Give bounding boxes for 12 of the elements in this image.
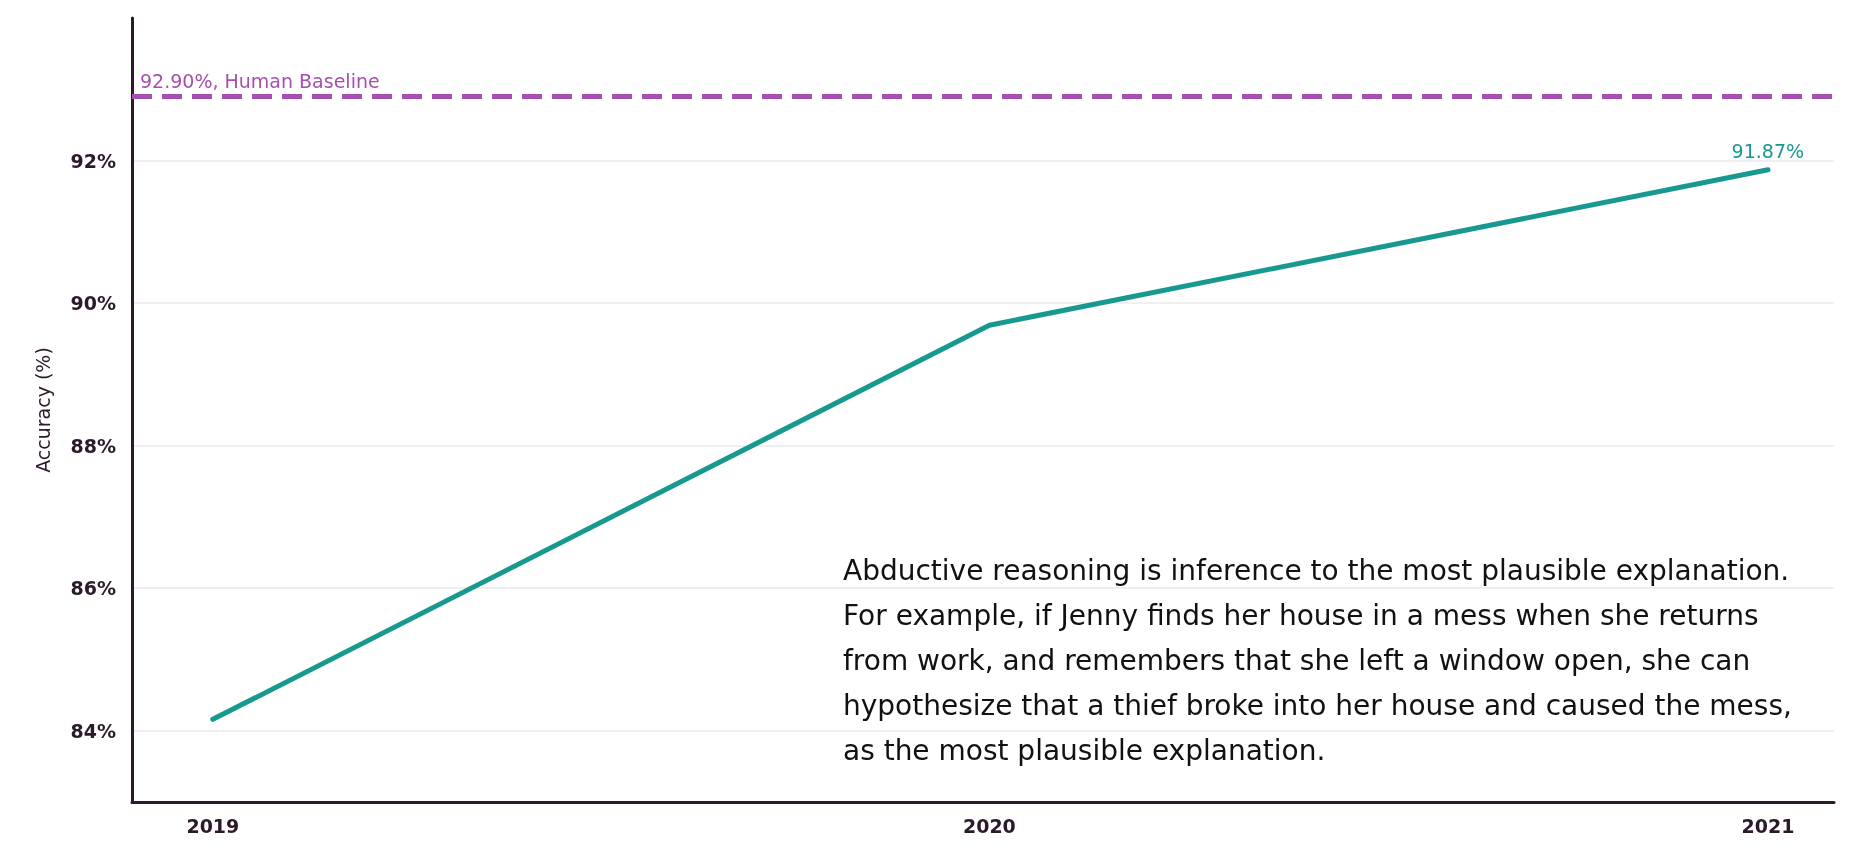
y-tick-label: 88% — [70, 434, 116, 457]
ref-line-label: 92.90%, Human Baseline — [140, 69, 380, 92]
x-tick-label: 2019 — [186, 814, 240, 837]
y-tick-label: 84% — [70, 719, 116, 742]
x-tick-label: 2021 — [1741, 814, 1795, 837]
x-tick-label: 2020 — [962, 814, 1016, 837]
y-tick-label: 92% — [70, 149, 116, 172]
y-tick-label: 90% — [70, 292, 116, 315]
annotation: Abductive reasoning is inference to the most plausible explanation. For example, if Jenny finds her house in a mess when she returns from work, and remembers that she left a window open, she can hypothesize that a thief broke into her house and caused the mess, as the most plausible explanation. — [843, 554, 1801, 767]
y-tick-label: 86% — [70, 577, 116, 600]
data-label: 91.87% — [1731, 140, 1805, 163]
y-axis-title: Accuracy (%) — [31, 347, 54, 473]
